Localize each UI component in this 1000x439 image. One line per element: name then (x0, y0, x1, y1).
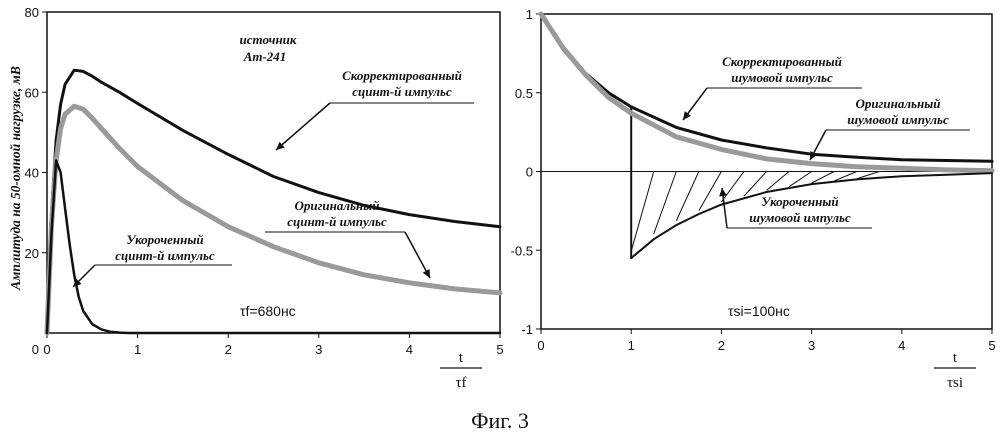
series-label: Укороченный (126, 232, 203, 247)
series-label: Оригинальный (295, 198, 380, 213)
series-label: Скорректированный (342, 68, 462, 83)
left-x-label-den: τf (455, 375, 466, 391)
y-tick-label: 40 (25, 166, 39, 181)
left-param-text: τf=680нс (240, 303, 296, 319)
y-tick-label: 20 (25, 246, 39, 261)
y-tick-label: 60 (25, 85, 39, 100)
y-tick-label: 0 (32, 342, 39, 357)
x-tick-label: 2 (718, 338, 725, 353)
series-label: шумовой импульс (847, 112, 949, 127)
series-label: Скорректированный (722, 54, 842, 69)
series-label: Оригинальный (856, 96, 941, 111)
hatch-line (676, 172, 699, 221)
x-tick-label: 5 (988, 338, 995, 353)
left-source-label-2: Am-241 (243, 49, 287, 64)
arrow-head (683, 111, 691, 120)
series-line (47, 70, 500, 333)
x-tick-label: 1 (134, 342, 141, 357)
right-x-label-num: t (953, 350, 958, 366)
x-tick-label: 0 (43, 342, 50, 357)
y-tick-label: 80 (25, 5, 39, 20)
x-tick-label: 3 (315, 342, 322, 357)
y-tick-label: 0 (526, 165, 533, 180)
x-tick-label: 2 (225, 342, 232, 357)
y-tick-label: 0.5 (515, 86, 533, 101)
series-label: шумовой импульс (731, 70, 833, 85)
x-tick-label: 3 (808, 338, 815, 353)
x-tick-label: 4 (898, 338, 905, 353)
series-label: Укороченный (761, 194, 838, 209)
series-label: шумовой импульс (749, 210, 851, 225)
x-tick-label: 4 (406, 342, 413, 357)
series-label: сцинт-й импульс (352, 84, 452, 99)
arrow-head (719, 188, 727, 197)
hatch-line (721, 172, 744, 202)
right-param-text: τsi=100нс (728, 303, 790, 319)
left-x-label-num: t (459, 350, 464, 366)
hatch-line (654, 172, 677, 234)
right-x-label-den: τsi (947, 375, 963, 391)
x-tick-label: 5 (496, 342, 503, 357)
left-source-label-1: источник (240, 32, 297, 47)
series-line (47, 106, 500, 333)
y-tick-label: 1 (526, 7, 533, 22)
hatch-line (631, 172, 654, 252)
series-label: сцинт-й импульс (287, 214, 387, 229)
figure-caption: Фиг. 3 (471, 408, 529, 433)
x-tick-label: 1 (628, 338, 635, 353)
hatch-line (699, 172, 722, 211)
hatch-line (767, 172, 790, 191)
left-y-axis-label: Амплитуда на 50-омной нагрузке, мВ (8, 66, 23, 291)
y-tick-label: -1 (521, 322, 533, 337)
series-label: сцинт-й импульс (115, 248, 215, 263)
leader-line (276, 103, 330, 150)
x-tick-label: 0 (537, 338, 544, 353)
y-tick-label: -0.5 (511, 243, 533, 258)
